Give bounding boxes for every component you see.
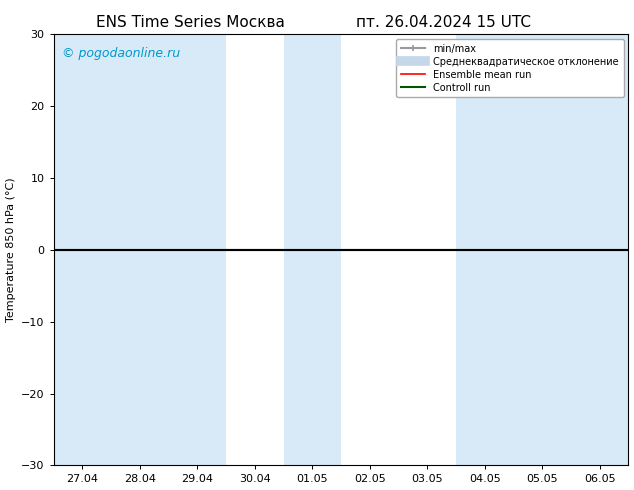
Bar xyxy=(514,34,571,465)
Text: пт. 26.04.2024 15 UTC: пт. 26.04.2024 15 UTC xyxy=(356,15,531,30)
Bar xyxy=(283,34,341,465)
Bar xyxy=(111,34,169,465)
Text: © pogodaonline.ru: © pogodaonline.ru xyxy=(62,47,181,60)
Bar xyxy=(169,34,226,465)
Text: ENS Time Series Москва: ENS Time Series Москва xyxy=(96,15,285,30)
Bar xyxy=(456,34,514,465)
Bar xyxy=(571,34,628,465)
Y-axis label: Temperature 850 hPa (°C): Temperature 850 hPa (°C) xyxy=(6,177,16,322)
Legend: min/max, Среднеквадратическое отклонение, Ensemble mean run, Controll run: min/max, Среднеквадратическое отклонение… xyxy=(396,39,624,98)
Bar xyxy=(54,34,111,465)
